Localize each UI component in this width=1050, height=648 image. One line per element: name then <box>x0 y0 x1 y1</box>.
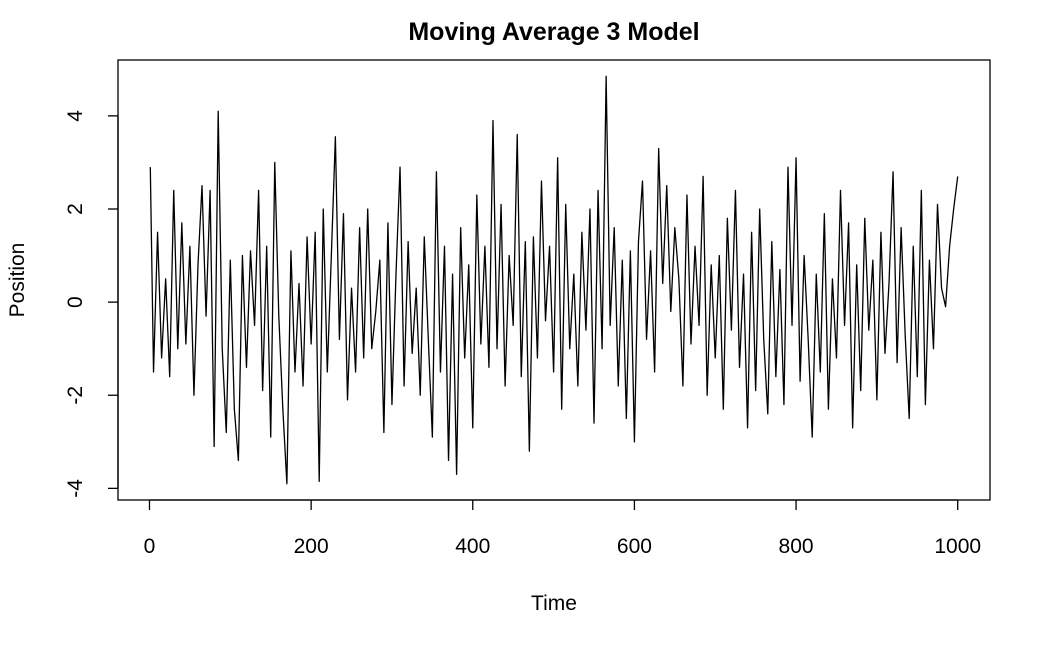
x-tick-label: 600 <box>617 535 652 558</box>
series-line <box>149 75 959 485</box>
y-axis-label: Position <box>6 243 29 318</box>
y-tick-label: 2 <box>64 203 87 215</box>
x-axis-label: Time <box>531 592 577 615</box>
x-tick-label: 400 <box>455 535 490 558</box>
y-tick-label: -2 <box>64 386 87 405</box>
chart-title: Moving Average 3 Model <box>408 18 699 46</box>
x-tick-label: 0 <box>144 535 156 558</box>
x-tick-label: 1000 <box>934 535 981 558</box>
plot-frame <box>117 59 991 501</box>
y-tick-label: 4 <box>64 110 87 122</box>
y-tick-label: -4 <box>64 479 87 498</box>
y-tick-label: 0 <box>64 296 87 308</box>
x-tick-label: 800 <box>779 535 814 558</box>
x-tick-label: 200 <box>294 535 329 558</box>
